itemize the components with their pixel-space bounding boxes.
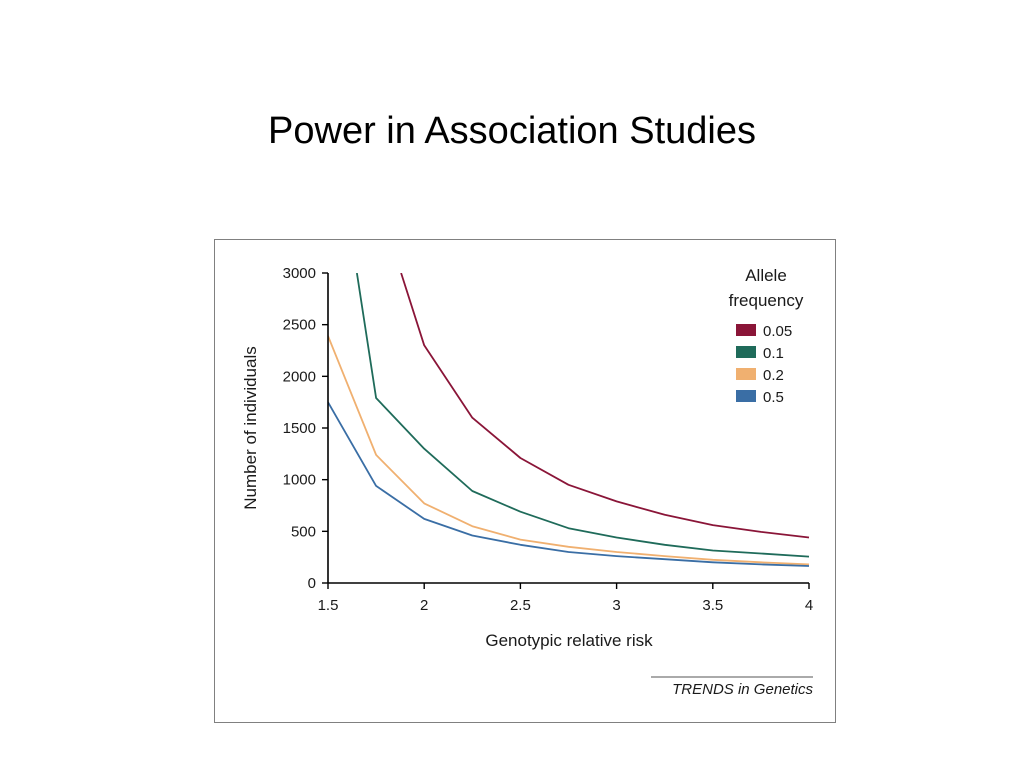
y-axis-label: Number of individuals (241, 346, 260, 509)
y-tick-label-3: 1500 (283, 420, 316, 437)
series-line-3 (328, 401, 810, 567)
legend-title-line-0: Allele (745, 266, 787, 285)
y-tick-label-2: 1000 (283, 472, 316, 489)
x-tick-label-5: 4 (805, 597, 813, 614)
series-layer (328, 273, 810, 567)
y-tick-label-5: 2500 (283, 317, 316, 334)
legend-swatch-0 (736, 324, 756, 336)
y-tick-label-0: 0 (308, 575, 316, 592)
series-line-2 (328, 335, 810, 566)
series-line-0 (400, 273, 810, 539)
legend-layer: Allele frequency 0.05 0.1 0.2 0.5 (729, 266, 804, 406)
legend-swatch-3 (736, 390, 756, 402)
legend-label-3: 0.5 (763, 389, 784, 406)
source-label: TRENDS in Genetics (672, 681, 813, 698)
figure-frame (214, 239, 836, 723)
legend-swatch-1 (736, 346, 756, 358)
x-tick-label-4: 3.5 (702, 597, 723, 614)
slide-title: Power in Association Studies (268, 110, 756, 152)
legend-label-1: 0.1 (763, 345, 784, 362)
legend-title-line-1: frequency (729, 291, 804, 310)
legend-label-2: 0.2 (763, 367, 784, 384)
legend-label-0: 0.05 (763, 323, 792, 340)
x-tick-label-2: 2.5 (510, 597, 531, 614)
x-tick-label-3: 3 (612, 597, 620, 614)
series-line-1 (356, 273, 810, 558)
x-axis-label: Genotypic relative risk (485, 631, 653, 650)
legend-swatch-2 (736, 368, 756, 380)
x-tick-label-0: 1.5 (318, 597, 339, 614)
y-tick-label-4: 2000 (283, 368, 316, 385)
y-tick-label-1: 500 (291, 523, 316, 540)
x-tick-label-1: 2 (420, 597, 428, 614)
axes-layer: 0 500 1000 1500 2000 2500 3000 1.5 2 2.5 3 3.5 4 (283, 265, 814, 614)
y-tick-label-6: 3000 (283, 265, 316, 282)
